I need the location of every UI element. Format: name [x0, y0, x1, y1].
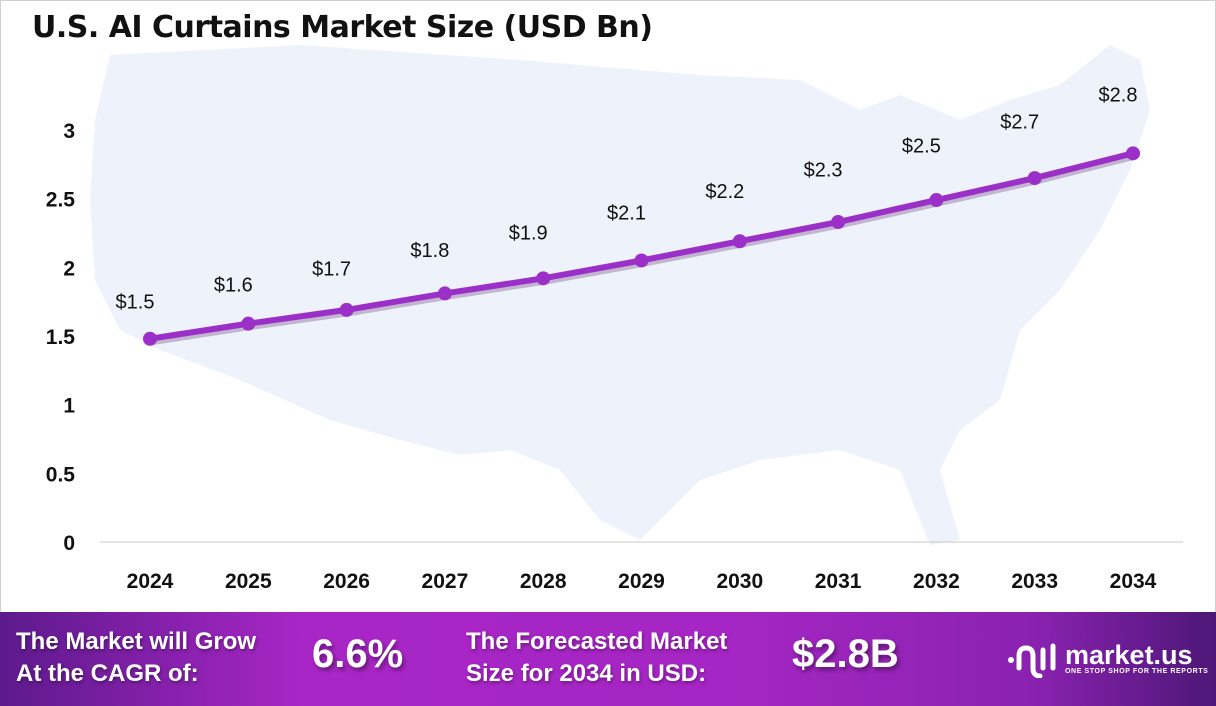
us-map-silhouette [90, 45, 1150, 545]
data-point [929, 193, 944, 208]
data-point [437, 286, 452, 301]
forecast-label-line2: Size for 2034 in USD: [466, 660, 707, 687]
x-tick-label: 2024 [127, 570, 174, 593]
data-label: $1.7 [312, 259, 351, 281]
cagr-label: The Market will Grow At the CAGR of: [16, 626, 256, 690]
data-label: $2.3 [804, 160, 843, 182]
data-label: $2.8 [1099, 84, 1138, 106]
chart-title: U.S. AI Curtains Market Size (USD Bn) [32, 10, 653, 45]
y-tick-label: 1.5 [46, 326, 76, 349]
x-tick-label: 2034 [1110, 570, 1157, 593]
data-point [1126, 146, 1140, 161]
y-tick-label: 1 [63, 395, 75, 418]
market-us-logo: market.us ONE STOP SHOP FOR THE REPORTS [1005, 638, 1208, 678]
x-tick-label: 2033 [1011, 570, 1058, 593]
data-label: $2.2 [705, 181, 744, 203]
data-label: $2.7 [1000, 111, 1039, 133]
forecast-value: $2.8B [792, 632, 899, 676]
forecast-label-line1: The Forecasted Market [466, 628, 728, 655]
market-us-logo-icon [1008, 643, 1056, 678]
data-point [241, 316, 256, 331]
y-tick-label: 2.5 [46, 189, 76, 212]
x-tick-label: 2029 [618, 570, 665, 593]
y-tick-label: 3 [63, 120, 75, 143]
x-tick-label: 2028 [520, 570, 567, 593]
data-point [1027, 171, 1042, 186]
x-tick-label: 2031 [815, 570, 862, 593]
y-tick-label: 2 [63, 257, 75, 280]
x-tick-label: 2025 [225, 570, 272, 593]
data-point [536, 271, 551, 286]
data-point [634, 253, 649, 268]
data-label: $1.5 [116, 292, 155, 314]
cagr-label-line2: At the CAGR of: [16, 660, 199, 687]
line-chart: 0 0.5 1 1.5 2 2.5 3 2024 2025 2026 2027 2028 2029 203… [46, 45, 1183, 593]
data-point [732, 234, 747, 249]
summary-banner: The Market will Grow At the CAGR of: 6.6… [0, 612, 1216, 706]
cagr-label-line1: The Market will Grow [16, 628, 257, 655]
y-tick-label: 0.5 [46, 463, 76, 486]
x-tick-label: 2030 [716, 570, 763, 593]
data-label: $1.6 [214, 274, 253, 296]
data-label: $2.1 [607, 202, 646, 224]
logo-name: market.us [1065, 639, 1193, 670]
forecast-label: The Forecasted Market Size for 2034 in U… [466, 626, 727, 690]
data-label: $1.9 [509, 223, 548, 245]
x-tick-label: 2027 [422, 570, 469, 593]
data-point [143, 331, 157, 346]
logo-tagline: ONE STOP SHOP FOR THE REPORTS [1065, 667, 1209, 675]
x-tick-label: 2026 [323, 570, 370, 593]
x-tick-label: 2032 [913, 570, 960, 593]
data-label: $1.8 [410, 240, 449, 262]
y-tick-label: 0 [63, 532, 75, 555]
data-point [339, 302, 354, 317]
data-label: $2.5 [902, 135, 941, 157]
data-point [831, 215, 846, 230]
cagr-value: 6.6% [312, 632, 404, 676]
